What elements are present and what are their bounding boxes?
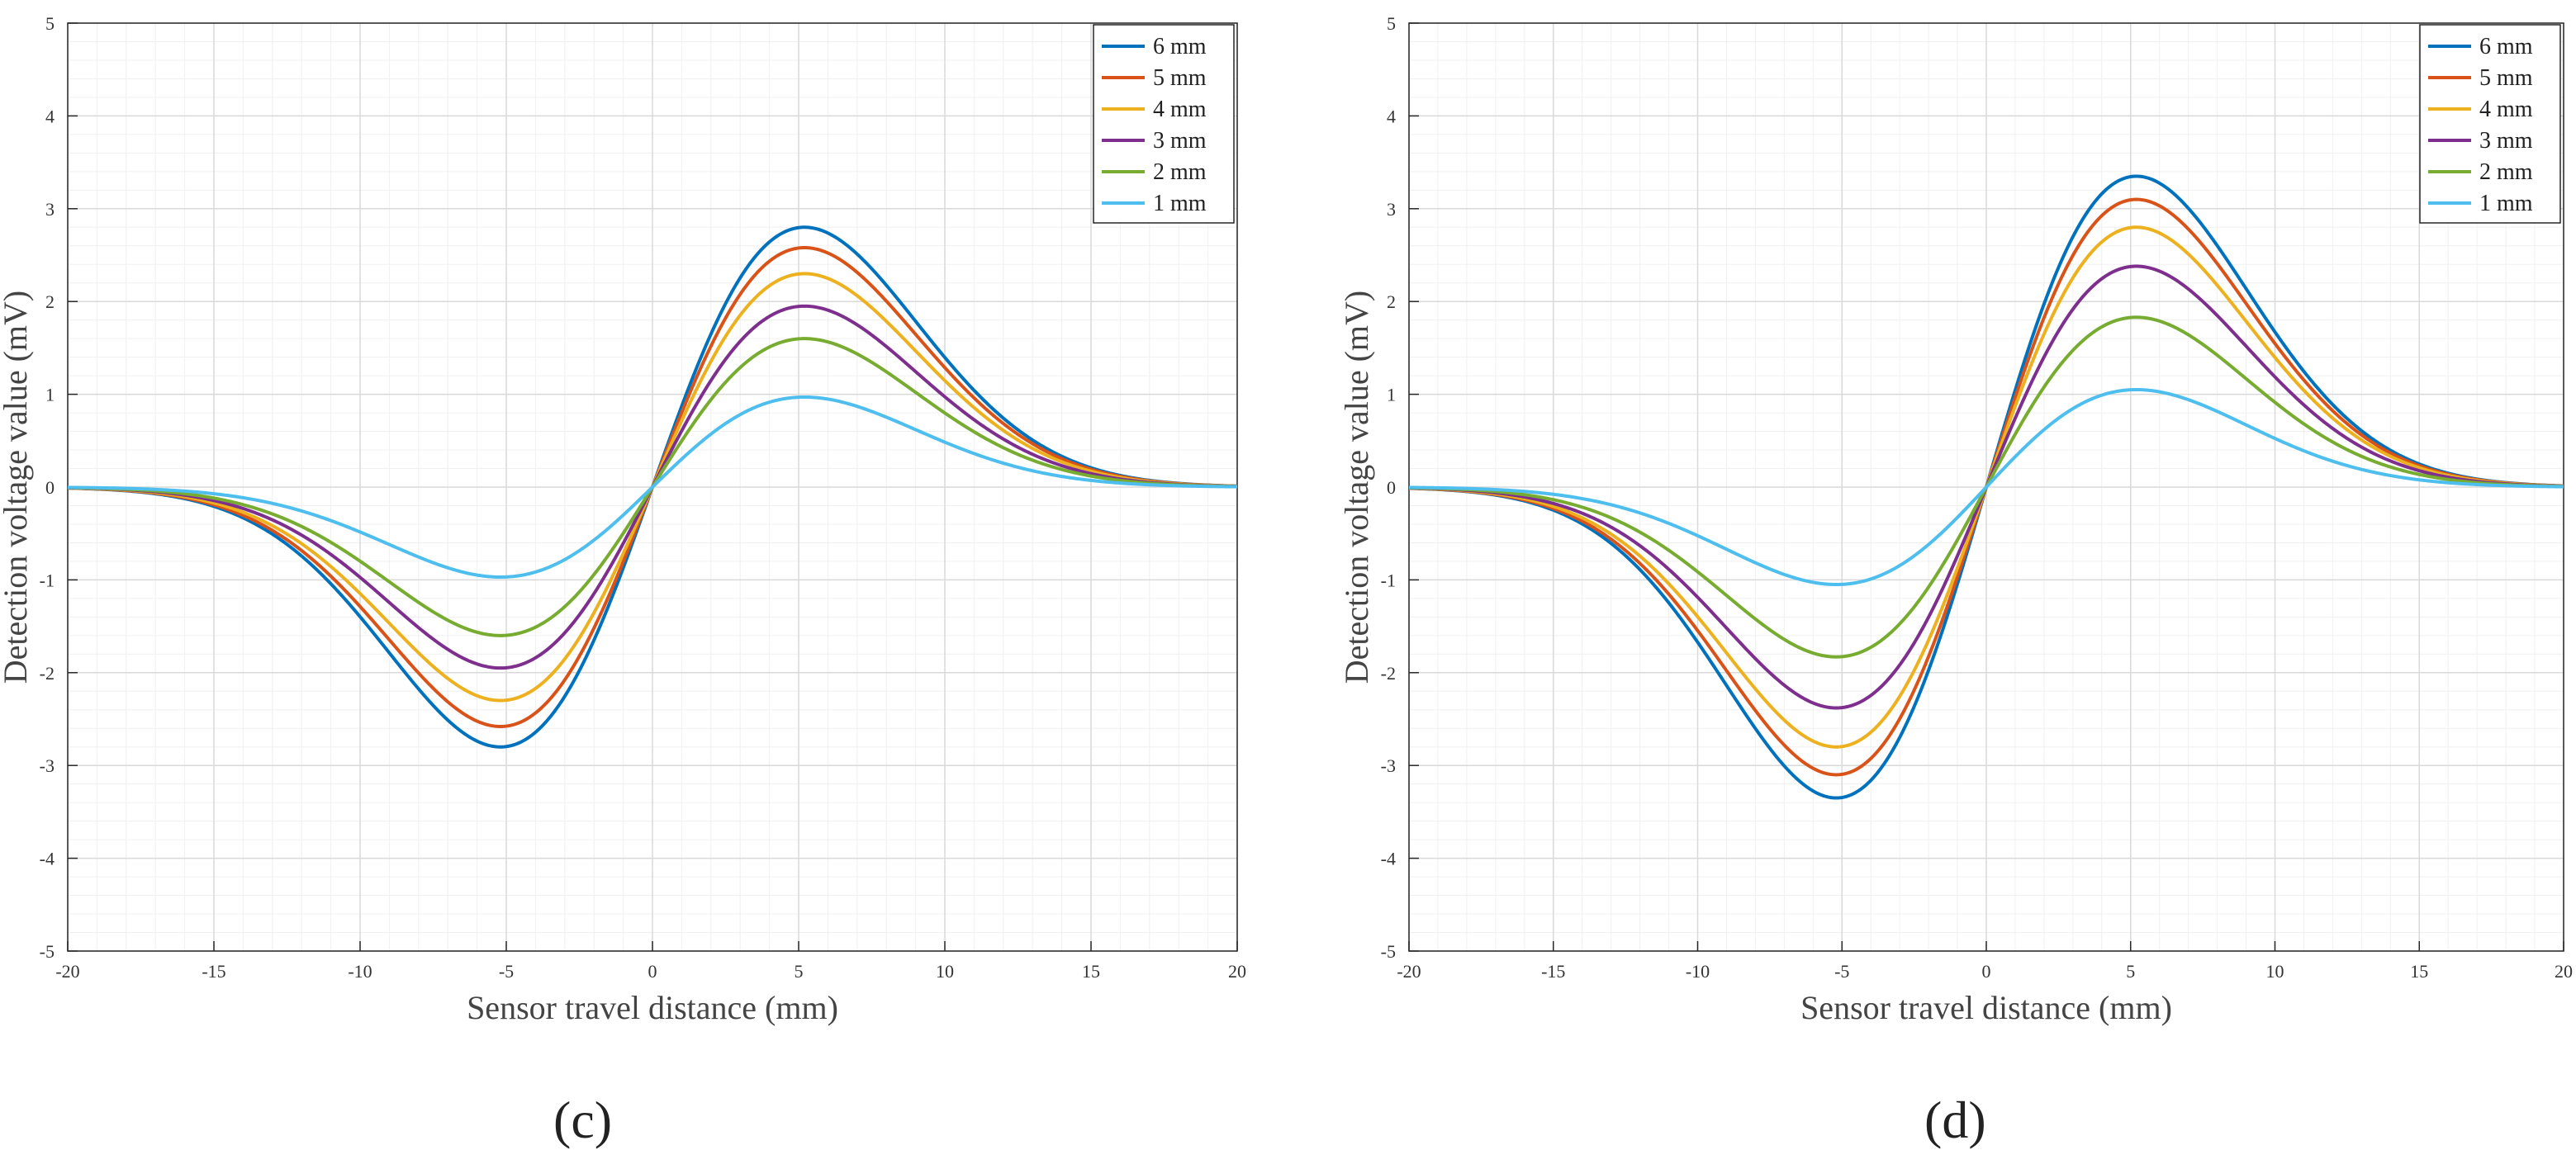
panel-label-d: (d) [1924, 1091, 1986, 1149]
y-tick-label: 0 [45, 477, 55, 498]
y-tick-label: 1 [1387, 385, 1396, 405]
legend-entry: 2 mm [1153, 159, 1207, 185]
x-axis-title: Sensor travel distance (mm) [1800, 989, 2172, 1026]
x-tick-label: 10 [2266, 961, 2284, 982]
series-line-1mm [1409, 387, 2564, 587]
y-tick-label: 4 [45, 106, 55, 126]
x-tick-label: 10 [936, 961, 954, 982]
y-tick-label: 2 [45, 291, 55, 312]
chart-panel-1: -20 -15 -10 -5 0 5 10 15 20-5-4-3-2-1012345Senso… [1338, 13, 2573, 1026]
x-tick-label: 20 [2555, 961, 2573, 982]
y-tick-label: -3 [1381, 755, 1396, 776]
series-group [1409, 174, 2564, 800]
x-tick-label: -5 [1834, 961, 1849, 982]
y-tick-label: -4 [1381, 849, 1396, 869]
y-tick-label: 3 [45, 199, 55, 220]
x-tick-label: -15 [1541, 961, 1565, 982]
x-tick-label: -10 [1686, 961, 1710, 982]
legend-entry: 4 mm [2479, 97, 2533, 122]
x-tick-label: 20 [1228, 961, 1246, 982]
legend-entry: 3 mm [2479, 128, 2533, 154]
x-tick-label: 0 [1982, 961, 1991, 982]
x-axis-title: Sensor travel distance (mm) [467, 989, 838, 1026]
x-tick-label: -20 [55, 961, 79, 982]
y-tick-label: 1 [45, 385, 55, 405]
y-axis-title: Detection voltage value (mV) [1338, 291, 1375, 684]
legend-entry: 1 mm [1153, 191, 1207, 216]
y-tick-label: -1 [1381, 570, 1396, 590]
y-tick-label: 5 [45, 13, 55, 34]
x-tick-label: -10 [348, 961, 372, 982]
legend: 6 mm 5 mm 4 mm 3 mm 2 mm 1 mm [1093, 24, 1235, 224]
series-line-1mm [68, 395, 1237, 580]
panel-label-c: (c) [553, 1091, 613, 1149]
y-axis-title: Detection voltage value (mV) [0, 291, 34, 684]
legend-box [1093, 24, 1235, 224]
y-tick-label: -2 [1381, 663, 1396, 684]
x-tick-label: -15 [202, 961, 225, 982]
y-tick-label: -2 [40, 663, 55, 684]
y-tick-label: -4 [40, 849, 55, 869]
legend-entry: 6 mm [2479, 34, 2533, 59]
legend-entry: 5 mm [2479, 65, 2533, 91]
legend-entry: 6 mm [1153, 34, 1207, 59]
x-tick-label: -20 [1397, 961, 1421, 982]
y-tick-label: -1 [40, 570, 55, 590]
y-tick-label: 3 [1387, 199, 1396, 220]
y-tick-label: -3 [40, 755, 55, 776]
legend-entry: 4 mm [1153, 97, 1207, 122]
y-tick-label: 2 [1387, 291, 1396, 312]
x-tick-label: 0 [648, 961, 657, 982]
x-tick-label: -5 [499, 961, 514, 982]
legend-entry: 5 mm [1153, 65, 1207, 91]
x-tick-label: 15 [2410, 961, 2428, 982]
legend-entry: 1 mm [2479, 191, 2533, 216]
legend-box [2419, 24, 2561, 224]
y-tick-label: 0 [1387, 477, 1396, 498]
legend: 6 mm 5 mm 4 mm 3 mm 2 mm 1 mm [2419, 24, 2561, 224]
x-tick-label: 5 [795, 961, 804, 982]
y-tick-label: -5 [1381, 941, 1396, 962]
legend-entry: 3 mm [1153, 128, 1207, 154]
y-tick-label: 4 [1387, 106, 1396, 126]
x-tick-label: 5 [2126, 961, 2135, 982]
series-group [68, 225, 1237, 749]
legend-entry: 2 mm [2479, 159, 2533, 185]
y-tick-label: -5 [40, 941, 55, 962]
x-tick-label: 15 [1082, 961, 1100, 982]
chart-panel-0: -20 -15 -10 -5 0 5 10 15 20-5-4-3-2-1012345Senso… [0, 13, 1246, 1026]
y-tick-label: 5 [1387, 13, 1396, 34]
